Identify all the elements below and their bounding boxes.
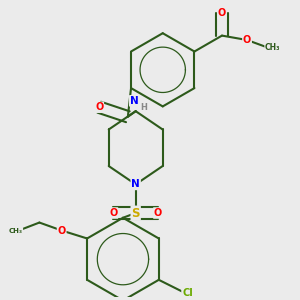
Text: N: N (131, 179, 140, 189)
Text: CH₃: CH₃ (8, 227, 22, 233)
Text: S: S (131, 206, 140, 220)
Text: H: H (140, 103, 147, 112)
Text: Cl: Cl (182, 288, 193, 298)
Text: O: O (154, 208, 162, 218)
Text: CH₃: CH₃ (265, 43, 280, 52)
Text: O: O (109, 208, 118, 218)
Text: N: N (130, 96, 139, 106)
Text: O: O (218, 8, 226, 18)
Text: O: O (58, 226, 66, 236)
Text: O: O (95, 102, 103, 112)
Text: O: O (243, 35, 251, 45)
